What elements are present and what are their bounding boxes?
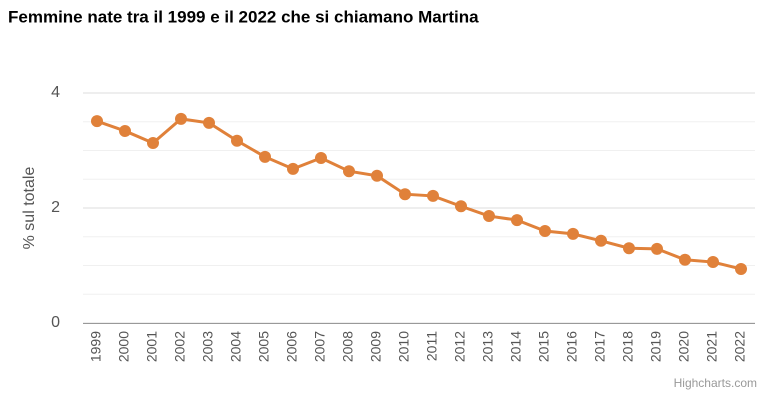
point	[371, 169, 383, 182]
x-tick-label: 1999	[88, 331, 104, 362]
point	[315, 151, 327, 164]
x-tick-label: 2005	[256, 331, 272, 362]
point	[539, 225, 551, 237]
chart-title: Femmine nate tra il 1999 e il 2022 che s…	[8, 7, 479, 26]
x-tick-label: 2010	[396, 331, 412, 362]
x-tick-label: 2008	[340, 331, 356, 362]
x-tick-label: 2003	[200, 331, 216, 362]
point	[203, 116, 215, 129]
point	[511, 214, 523, 227]
x-tick-label: 2016	[564, 331, 580, 362]
point	[707, 256, 719, 269]
point	[91, 115, 103, 128]
x-tick-label: 2002	[172, 331, 188, 362]
point	[651, 242, 663, 255]
x-tick-label: 2007	[312, 331, 328, 362]
point	[483, 210, 495, 223]
point	[735, 262, 747, 275]
y-tick-label: 2	[51, 199, 60, 216]
x-tick-label: 2004	[228, 331, 244, 362]
x-tick-label: 2019	[648, 331, 664, 362]
y-axis-title: % sul totale	[21, 167, 38, 250]
point	[147, 137, 159, 150]
x-tick-label: 2012	[452, 331, 468, 362]
point	[259, 150, 271, 163]
point	[595, 234, 607, 247]
credit[interactable]: Highcharts.com	[674, 376, 757, 390]
y-tick-label: 0	[51, 314, 60, 331]
x-tick-label: 2013	[480, 331, 496, 362]
x-tick-label: 2022	[732, 331, 748, 362]
point	[567, 227, 579, 240]
line	[96, 117, 742, 271]
point	[287, 162, 299, 175]
point	[427, 189, 439, 202]
point	[343, 165, 355, 178]
point	[679, 253, 691, 266]
x-tick-label: 2015	[536, 331, 552, 362]
point	[399, 188, 411, 201]
x-tick-label: 2021	[704, 331, 720, 362]
x-tick-label: 2006	[284, 331, 300, 362]
x-tick-label: 2014	[508, 331, 524, 362]
x-tick-label: 2017	[592, 331, 608, 362]
x-tick-label: 2000	[116, 331, 132, 362]
point	[623, 242, 635, 255]
point	[175, 112, 187, 125]
x-tick-label: 2009	[368, 331, 384, 362]
x-tick-label: 2018	[620, 331, 636, 362]
x-tick-label: 2020	[676, 331, 692, 362]
x-tick-label: 2001	[144, 331, 160, 362]
point	[455, 200, 467, 213]
x-tick-label: 2011	[424, 331, 440, 361]
point	[119, 124, 131, 137]
y-tick-label: 4	[51, 84, 60, 101]
point	[231, 134, 243, 147]
